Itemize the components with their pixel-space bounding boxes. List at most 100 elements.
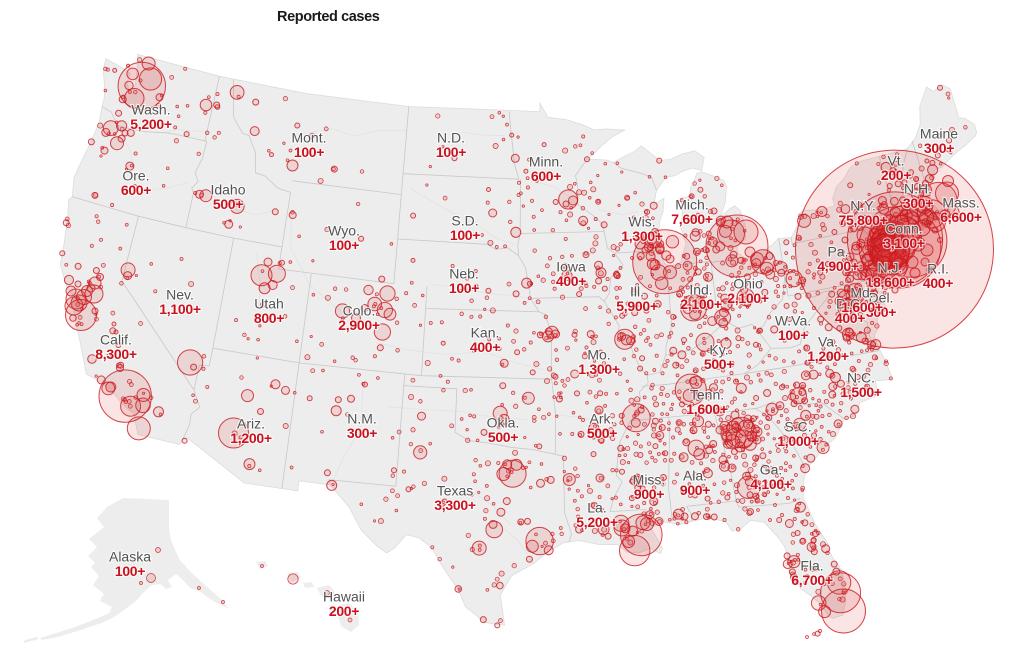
svg-text:Mass.: Mass. (942, 195, 979, 211)
svg-text:1,300+: 1,300+ (621, 228, 663, 244)
svg-text:Del.: Del. (869, 290, 894, 306)
svg-text:800+: 800+ (254, 310, 284, 326)
svg-text:100+: 100+ (436, 144, 466, 160)
svg-text:1,500+: 1,500+ (840, 384, 882, 400)
svg-text:1,300+: 1,300+ (578, 361, 620, 377)
svg-text:Ohio: Ohio (733, 276, 763, 292)
svg-text:Va.: Va. (818, 334, 838, 350)
svg-text:300+: 300+ (924, 140, 954, 156)
svg-text:500+: 500+ (213, 196, 243, 212)
svg-text:Ill.: Ill. (630, 284, 644, 300)
svg-text:18,600+: 18,600+ (866, 274, 915, 290)
svg-text:5,900+: 5,900+ (616, 298, 658, 314)
svg-text:5,200+: 5,200+ (576, 514, 618, 530)
svg-text:4,900+: 4,900+ (817, 258, 859, 274)
svg-text:Mich.: Mich. (675, 197, 708, 213)
svg-text:Alaska: Alaska (109, 549, 151, 565)
svg-text:2,900+: 2,900+ (338, 317, 380, 333)
svg-text:Md.: Md. (850, 285, 873, 301)
svg-text:500+: 500+ (704, 356, 734, 372)
svg-text:Fla.: Fla. (800, 558, 823, 574)
svg-text:Mo.: Mo. (587, 347, 610, 363)
svg-text:Ala.: Ala. (683, 468, 707, 484)
svg-text:300+: 300+ (903, 195, 933, 211)
svg-text:4,100+: 4,100+ (750, 476, 792, 492)
svg-text:400+: 400+ (556, 273, 586, 289)
svg-text:Ind.: Ind. (689, 282, 712, 298)
svg-text:Ark.: Ark. (590, 411, 615, 427)
svg-text:6,700+: 6,700+ (791, 572, 833, 588)
svg-text:Idaho: Idaho (210, 182, 245, 198)
svg-text:Texas: Texas (437, 483, 474, 499)
svg-text:Wyo.: Wyo. (328, 223, 360, 239)
svg-text:W.Va.: W.Va. (775, 313, 811, 329)
svg-text:1,600+: 1,600+ (686, 401, 728, 417)
svg-text:1,200+: 1,200+ (230, 430, 272, 446)
svg-text:1,600+: 1,600+ (841, 299, 883, 315)
svg-text:S.C.: S.C. (784, 419, 811, 435)
svg-text:900+: 900+ (634, 486, 664, 502)
svg-text:400+: 400+ (835, 310, 865, 326)
svg-text:La.: La. (587, 500, 606, 516)
svg-text:100+: 100+ (778, 327, 808, 343)
svg-text:500+: 500+ (488, 429, 518, 445)
svg-text:2,100+: 2,100+ (680, 296, 722, 312)
svg-text:600+: 600+ (531, 168, 561, 184)
svg-text:200+: 200+ (881, 167, 911, 183)
svg-text:7,600+: 7,600+ (671, 211, 713, 227)
svg-text:Miss.: Miss. (633, 472, 666, 488)
svg-text:Minn.: Minn. (529, 154, 563, 170)
svg-text:1,000+: 1,000+ (777, 433, 819, 449)
svg-text:N.M.: N.M. (347, 411, 377, 427)
svg-text:900+: 900+ (680, 482, 710, 498)
svg-text:Wis.: Wis. (628, 214, 655, 230)
svg-text:N.H.: N.H. (904, 181, 932, 197)
svg-text:Okla.: Okla. (487, 415, 520, 431)
svg-text:Tenn.: Tenn. (690, 387, 724, 403)
svg-text:400+: 400+ (923, 275, 953, 291)
svg-text:Ky.: Ky. (709, 342, 728, 358)
svg-text:N.Y.: N.Y. (850, 198, 875, 214)
svg-text:400+: 400+ (470, 339, 500, 355)
svg-text:Mont.: Mont. (291, 130, 326, 146)
svg-text:Calif.: Calif. (100, 332, 132, 348)
svg-text:Ariz.: Ariz. (237, 416, 265, 432)
svg-text:1,100+: 1,100+ (159, 301, 201, 317)
svg-text:3,100+: 3,100+ (883, 235, 925, 251)
svg-text:Maine: Maine (920, 126, 958, 142)
svg-text:Nev.: Nev. (166, 287, 194, 303)
svg-text:Utah: Utah (254, 296, 284, 312)
svg-text:100+: 100+ (294, 144, 324, 160)
svg-text:100+: 100+ (450, 227, 480, 243)
svg-text:2,100+: 2,100+ (727, 290, 769, 306)
svg-text:1,200+: 1,200+ (807, 348, 849, 364)
svg-text:100+: 100+ (329, 237, 359, 253)
svg-text:N.D.: N.D. (437, 130, 465, 146)
svg-text:S.D.: S.D. (451, 213, 478, 229)
svg-text:500+: 500+ (587, 425, 617, 441)
svg-text:300+: 300+ (347, 425, 377, 441)
svg-text:5,200+: 5,200+ (130, 116, 172, 132)
svg-text:Reported cases: Reported cases (277, 9, 380, 25)
svg-text:Pa.: Pa. (827, 244, 848, 260)
svg-text:N.J.: N.J. (878, 260, 903, 276)
svg-text:300+: 300+ (866, 304, 896, 320)
svg-text:N.C.: N.C. (847, 370, 875, 386)
svg-text:Kan.: Kan. (471, 325, 500, 341)
svg-text:D.C.: D.C. (836, 296, 864, 312)
svg-text:600+: 600+ (121, 182, 151, 198)
svg-text:6,600+: 6,600+ (940, 209, 982, 225)
svg-text:Iowa: Iowa (556, 259, 586, 275)
svg-text:Neb.: Neb. (449, 266, 479, 282)
svg-text:Hawaii: Hawaii (323, 589, 365, 605)
svg-text:3,300+: 3,300+ (434, 497, 476, 513)
svg-text:100+: 100+ (115, 563, 145, 579)
svg-text:Ga.: Ga. (760, 462, 783, 478)
svg-text:75,800+: 75,800+ (839, 212, 888, 228)
svg-text:8,300+: 8,300+ (95, 346, 137, 362)
svg-text:Wash.: Wash. (131, 102, 170, 118)
svg-text:Colo.: Colo. (343, 303, 376, 319)
svg-text:R.I.: R.I. (927, 261, 949, 277)
svg-text:100+: 100+ (449, 280, 479, 296)
svg-text:Ore.: Ore. (122, 168, 149, 184)
